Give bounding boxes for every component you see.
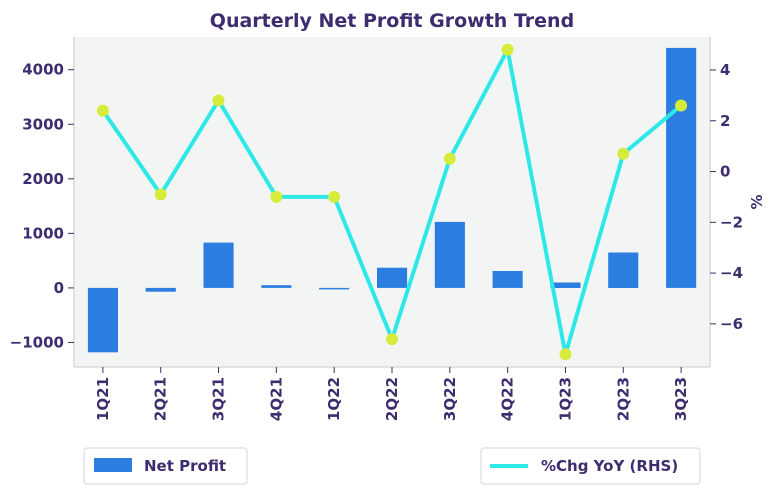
- legend-box: [480, 447, 701, 485]
- right-axis-label: %: [748, 194, 766, 209]
- x-tick-label: 4Q21: [267, 377, 285, 421]
- x-tick-label: 3Q21: [210, 377, 228, 421]
- bar-1Q23: [550, 282, 581, 288]
- legend-net-profit: Net Profit: [83, 447, 248, 485]
- x-tick-label: 3Q23: [672, 377, 690, 421]
- x-tick-label: 1Q22: [325, 377, 343, 421]
- pct-point-3Q22: [443, 152, 456, 165]
- left-tick-label: 1000: [22, 224, 64, 242]
- left-tick-label: −1000: [10, 333, 64, 351]
- pct-point-2Q21: [154, 188, 167, 201]
- line-layer: [96, 43, 688, 361]
- right-tick-label: 2: [720, 112, 730, 130]
- right-tick-label: −6: [720, 315, 743, 333]
- pct-point-3Q21: [212, 94, 225, 107]
- left-y-axis: −1000 0 1000 2000 3000 4000: [10, 37, 75, 367]
- legend-label-pct-chg: %Chg YoY (RHS): [541, 457, 678, 475]
- bars-layer: [87, 47, 697, 353]
- x-tick-label: 1Q21: [94, 377, 112, 421]
- bar-1Q22: [319, 287, 350, 290]
- bar-2Q21: [145, 287, 176, 292]
- x-axis: 1Q21 2Q21 3Q21 4Q21 1Q22 2Q22 3Q22 4Q22 1Q23 2Q23…: [74, 366, 710, 421]
- x-tick-label: 1Q23: [557, 377, 575, 421]
- left-tick-label: 4000: [22, 61, 64, 79]
- x-tick-label: 2Q21: [152, 377, 170, 421]
- left-tick-label: 2000: [22, 170, 64, 188]
- right-y-axis: −6 −4 −2 0 2 4: [709, 37, 743, 367]
- right-tick-label: 4: [720, 61, 730, 79]
- x-tick-label: 2Q22: [383, 377, 401, 421]
- right-tick-label: −4: [720, 264, 743, 282]
- pct-point-1Q22: [328, 190, 341, 203]
- pct-point-3Q23: [675, 99, 688, 112]
- pct-point-4Q21: [270, 190, 283, 203]
- x-tick-label: 4Q22: [499, 377, 517, 421]
- bar-4Q22: [492, 271, 523, 288]
- pct-point-1Q21: [96, 104, 109, 117]
- pct-point-2Q23: [617, 147, 630, 160]
- x-tick-label: 2Q23: [614, 377, 632, 421]
- legend-pct-chg: %Chg YoY (RHS): [480, 447, 701, 485]
- x-tick-label: 3Q22: [441, 377, 459, 421]
- bar-3Q22: [434, 221, 465, 288]
- pct-point-4Q22: [501, 43, 514, 56]
- bar-1Q21: [87, 287, 118, 353]
- pct-point-1Q23: [559, 348, 572, 361]
- right-tick-label: −2: [720, 213, 743, 231]
- legend-label-net-profit: Net Profit: [144, 457, 226, 475]
- bar-2Q23: [608, 252, 639, 288]
- bar-3Q23: [666, 47, 697, 288]
- chart-title: Quarterly Net Profit Growth Trend: [210, 10, 574, 32]
- legend-box: [83, 447, 248, 485]
- bar-3Q21: [203, 242, 234, 288]
- left-tick-label: 0: [54, 279, 64, 297]
- bar-2Q22: [377, 267, 408, 288]
- plot-area: [74, 37, 710, 367]
- right-tick-label: 0: [720, 163, 730, 181]
- pct-point-2Q22: [386, 333, 398, 346]
- legend-bar-swatch: [94, 458, 132, 472]
- left-tick-label: 3000: [22, 115, 64, 133]
- bar-4Q21: [261, 285, 292, 288]
